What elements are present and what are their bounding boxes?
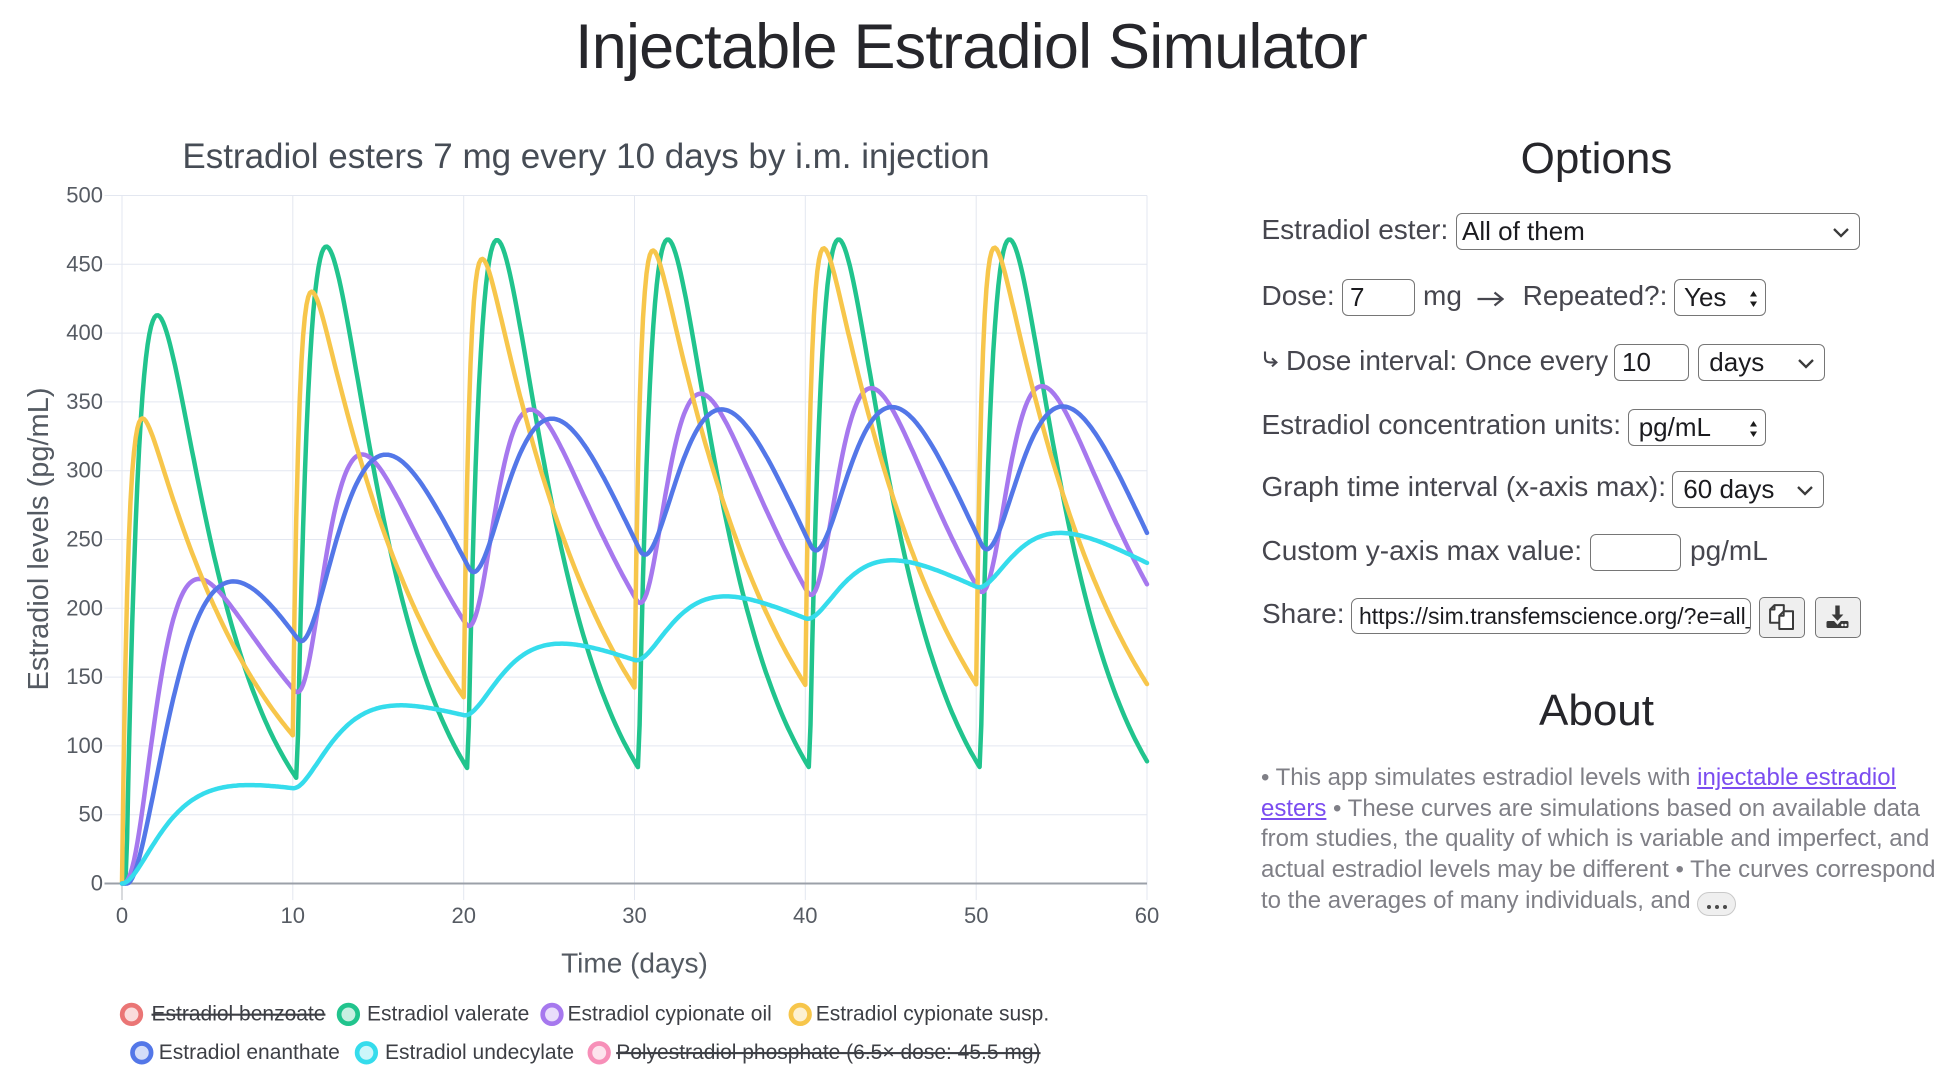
svg-text:Estradiol levels (pg/mL): Estradiol levels (pg/mL) xyxy=(23,388,55,691)
svg-text:Polyestradiol phosphate (6.5×: Polyestradiol phosphate (6.5× dose: 45.5… xyxy=(616,1041,1040,1064)
svg-text:Estradiol cypionate oil: Estradiol cypionate oil xyxy=(568,1003,772,1026)
svg-text:200: 200 xyxy=(66,595,103,620)
svg-text:Estradiol benzoate: Estradiol benzoate xyxy=(152,1003,326,1026)
svg-text:50: 50 xyxy=(79,802,103,827)
svg-text:300: 300 xyxy=(66,458,103,483)
svg-text:50: 50 xyxy=(964,903,988,928)
svg-text:Estradiol esters 7 mg every 10: Estradiol esters 7 mg every 10 days by i… xyxy=(182,137,989,176)
svg-text:450: 450 xyxy=(66,251,103,276)
svg-text:Estradiol cypionate susp.: Estradiol cypionate susp. xyxy=(816,1003,1049,1026)
svg-text:40: 40 xyxy=(793,903,817,928)
svg-text:60: 60 xyxy=(1135,903,1159,928)
svg-text:Estradiol enanthate: Estradiol enanthate xyxy=(159,1041,340,1064)
svg-text:30: 30 xyxy=(622,903,646,928)
svg-text:250: 250 xyxy=(66,527,103,552)
svg-text:400: 400 xyxy=(66,320,103,345)
svg-text:Estradiol undecylate: Estradiol undecylate xyxy=(385,1041,574,1064)
svg-text:350: 350 xyxy=(66,389,103,414)
svg-text:500: 500 xyxy=(66,183,103,208)
svg-text:100: 100 xyxy=(66,733,103,758)
svg-text:0: 0 xyxy=(116,903,128,928)
svg-text:10: 10 xyxy=(281,903,305,928)
svg-text:Time (days): Time (days) xyxy=(561,948,708,979)
svg-text:150: 150 xyxy=(66,664,103,689)
svg-text:20: 20 xyxy=(451,903,475,928)
svg-text:0: 0 xyxy=(91,871,103,896)
svg-text:Estradiol valerate: Estradiol valerate xyxy=(367,1003,529,1026)
